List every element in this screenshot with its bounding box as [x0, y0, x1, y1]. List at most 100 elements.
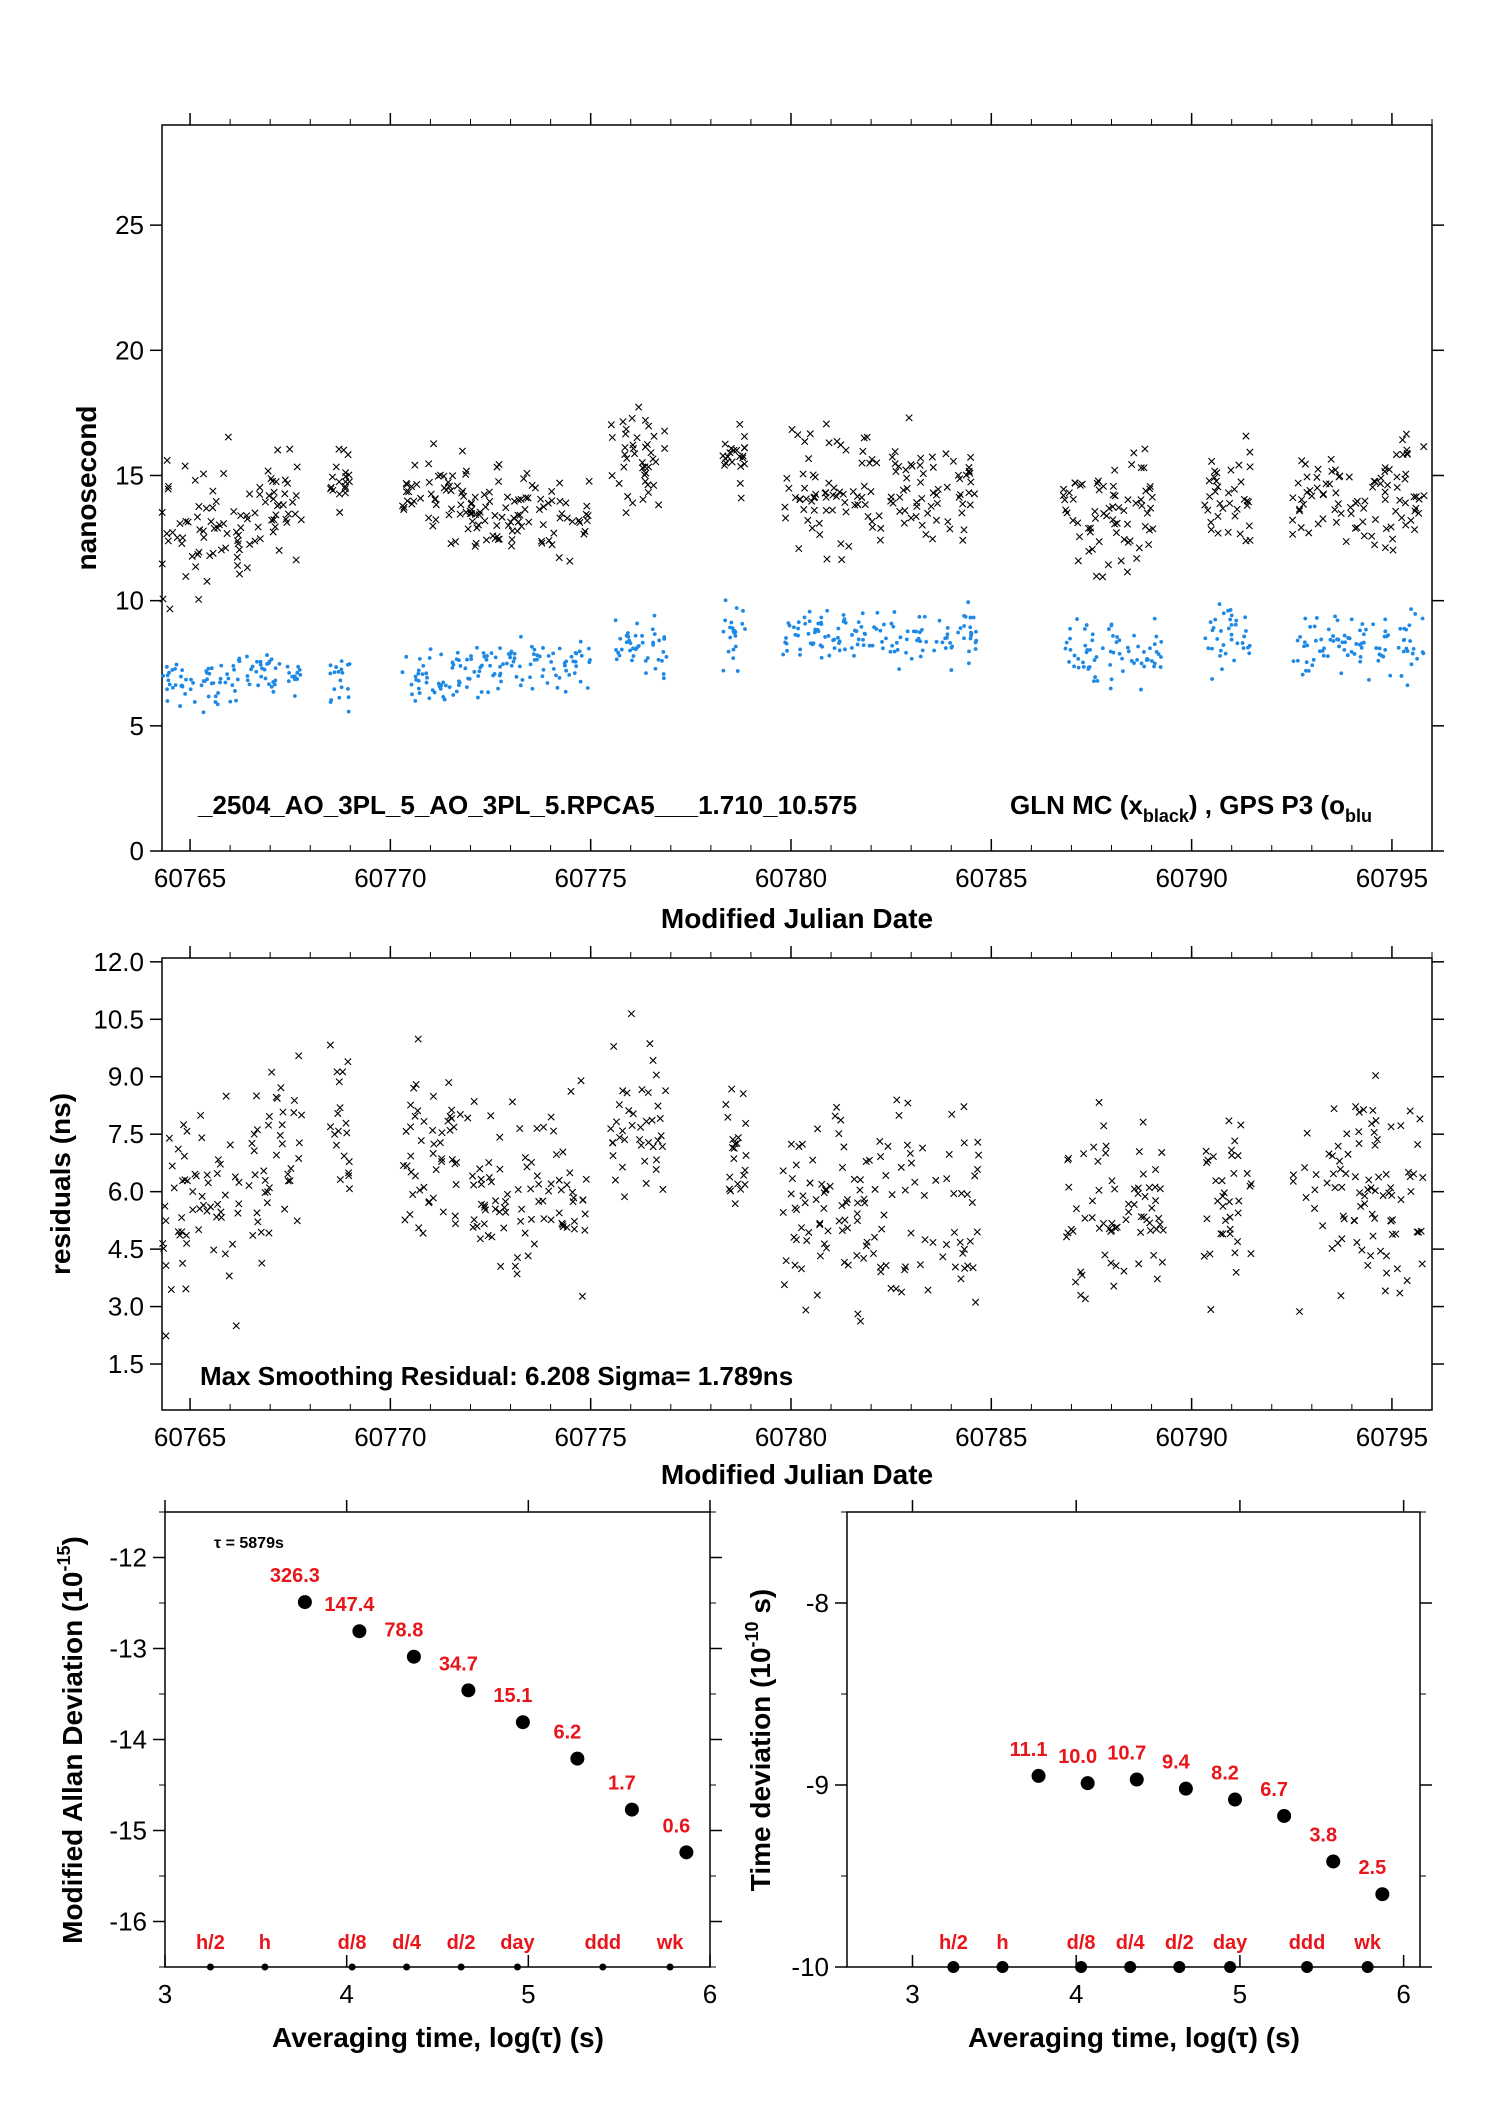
data-point: [793, 632, 798, 637]
data-point: [1379, 1192, 1387, 1200]
data-point: [541, 667, 546, 672]
time-marker: [1361, 1961, 1374, 1973]
data-point: [1064, 640, 1069, 645]
data-point: [249, 667, 253, 672]
data-point: [479, 690, 484, 694]
data-point: [1381, 495, 1389, 504]
data-point: [269, 657, 274, 662]
data-point: [1109, 677, 1114, 682]
data-point: [495, 460, 503, 469]
data-point: [1088, 545, 1096, 553]
data-point: [180, 1121, 188, 1129]
data-point: [530, 1240, 538, 1248]
data-point: [1217, 1230, 1225, 1238]
data-point: [285, 664, 290, 669]
data-point: [523, 1163, 531, 1171]
data-point: [819, 655, 824, 660]
data-point: [485, 1158, 493, 1167]
data-point: [1331, 639, 1336, 643]
data-point: [509, 663, 514, 668]
data-point: [652, 1165, 660, 1174]
data-point: [887, 497, 895, 505]
data-point: [849, 487, 857, 496]
x-tick-label: 5: [521, 1979, 535, 2009]
data-point: [1227, 1146, 1236, 1154]
data-point: [567, 672, 572, 677]
data-point: [908, 462, 916, 470]
data-point: [631, 450, 639, 458]
data-point: [170, 1184, 178, 1192]
data-point: [888, 649, 893, 654]
data-point: [471, 493, 479, 501]
data-point: [1243, 1169, 1251, 1178]
data-point: [430, 1140, 438, 1148]
data-point: [161, 673, 166, 678]
data-point: [253, 1126, 261, 1134]
residuals-annotation: Max Smoothing Residual: 6.208 Sigma= 1.7…: [200, 1361, 793, 1391]
point-label: 34.7: [439, 1653, 478, 1675]
data-point: [265, 492, 273, 500]
data-point: [1072, 653, 1077, 658]
data-point: [1104, 561, 1113, 569]
data-point: [916, 478, 925, 486]
data-point: [934, 485, 942, 493]
data-point: [271, 689, 276, 694]
mdev-y-label-end: ): [57, 1536, 88, 1545]
data-point: [1372, 1071, 1380, 1080]
data-point: [564, 668, 569, 673]
deviation-point: [570, 1751, 585, 1766]
data-point: [334, 665, 339, 669]
data-point: [1304, 660, 1309, 665]
data-point: [487, 1112, 495, 1120]
data-point: [831, 1112, 839, 1120]
data-point: [1227, 466, 1235, 474]
data-point: [652, 1071, 660, 1079]
data-point: [260, 666, 264, 671]
data-point: [217, 1208, 225, 1216]
data-point: [822, 1244, 831, 1252]
data-point: [198, 1192, 206, 1200]
residuals-frame: [161, 957, 1433, 1411]
data-point: [960, 1103, 968, 1111]
data-point: [1342, 647, 1347, 652]
data-point: [1206, 492, 1214, 501]
data-point: [973, 647, 978, 651]
data-point: [1233, 505, 1241, 513]
data-point: [273, 1094, 281, 1102]
data-point: [609, 1152, 617, 1160]
data-point: [943, 1175, 951, 1183]
deviation-point: [679, 1845, 694, 1860]
data-point: [877, 524, 885, 532]
data-point: [962, 636, 966, 641]
data-point: [1134, 1189, 1142, 1198]
data-point: [813, 630, 817, 635]
data-point: [1245, 522, 1253, 530]
data-point: [949, 645, 954, 650]
data-point: [510, 497, 519, 505]
data-point: [286, 1177, 294, 1185]
data-point: [476, 674, 481, 678]
data-point: [797, 1224, 806, 1232]
data-point: [251, 509, 259, 517]
data-point: [448, 1156, 456, 1164]
data-point: [326, 1041, 334, 1049]
data-point: [204, 1179, 212, 1187]
data-point: [332, 463, 340, 471]
data-point: [252, 1092, 261, 1100]
data-point: [859, 624, 864, 629]
time-marker-label: day: [500, 1932, 535, 1954]
data-point: [740, 621, 745, 626]
data-point: [741, 608, 745, 613]
data-point: [837, 641, 841, 646]
data-point: [555, 1209, 563, 1217]
deviation-point: [1375, 1887, 1390, 1902]
data-point: [494, 477, 503, 486]
data-point: [1218, 654, 1222, 658]
data-point: [867, 643, 872, 648]
residuals-x-label: Modified Julian Date: [661, 1459, 933, 1490]
time-marker-label: h: [996, 1932, 1008, 1954]
data-point: [723, 598, 728, 603]
data-point: [741, 1180, 749, 1189]
data-point: [218, 680, 222, 685]
data-point: [1368, 1120, 1376, 1128]
